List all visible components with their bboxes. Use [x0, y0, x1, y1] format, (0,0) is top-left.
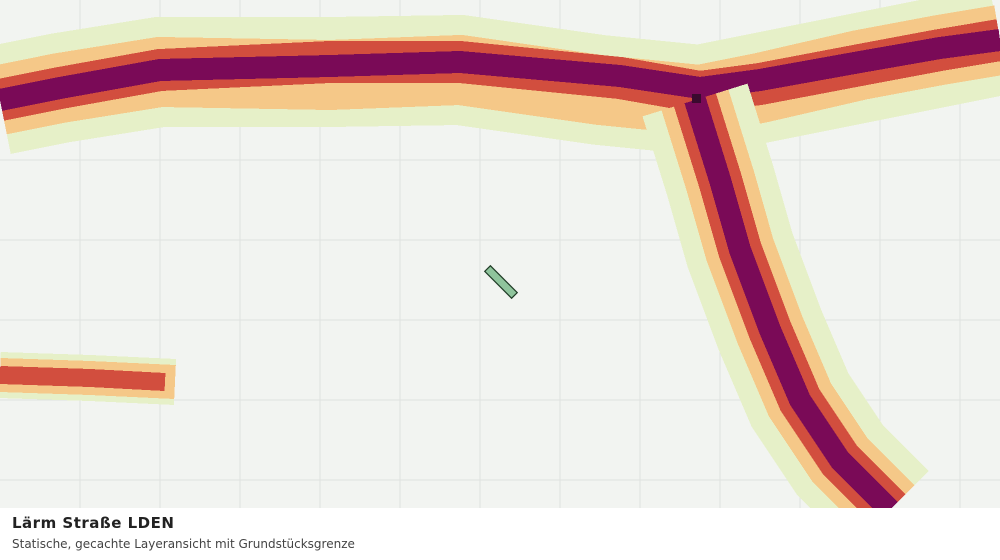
- caption-subtitle: Statische, gecachte Layeransicht mit Gru…: [12, 537, 355, 551]
- hotspot: [692, 94, 701, 103]
- map-caption: Lärm Straße LDEN Statische, gecachte Lay…: [0, 508, 1000, 560]
- caption-title: Lärm Straße LDEN: [12, 514, 175, 532]
- road-left: [0, 352, 177, 405]
- road-diagonal: [642, 83, 929, 549]
- road-main: [0, 0, 1000, 156]
- parcel-boundary: [483, 264, 519, 300]
